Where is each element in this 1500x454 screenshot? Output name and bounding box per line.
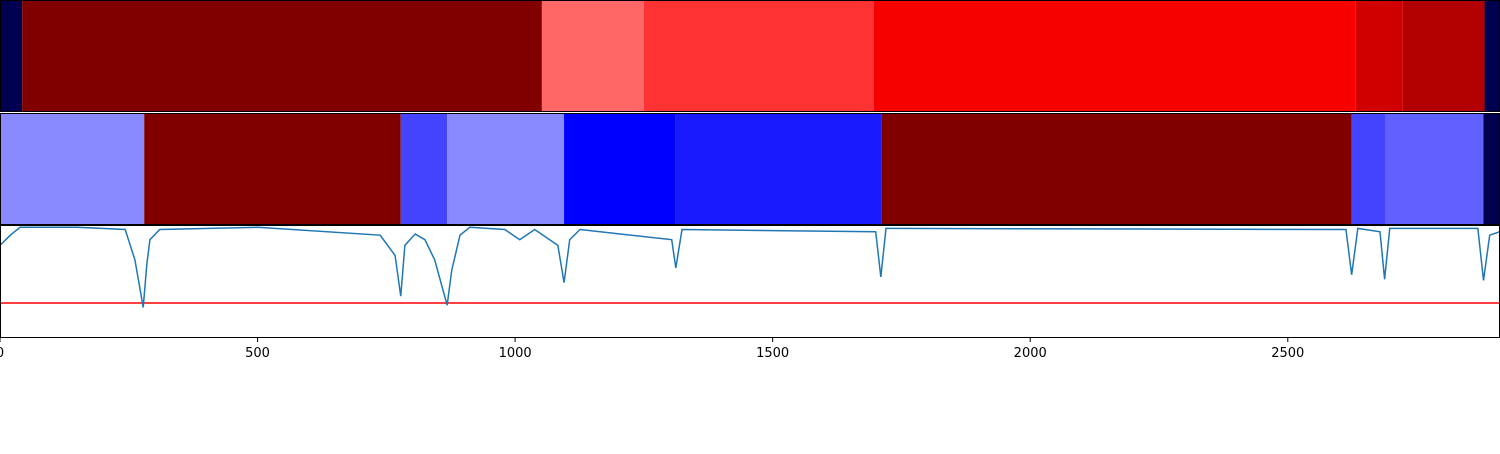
segment xyxy=(873,0,1356,112)
segment xyxy=(447,113,565,225)
segment xyxy=(144,113,401,225)
x-tick-label: 2000 xyxy=(1014,346,1047,361)
signal-line xyxy=(0,226,1500,308)
segment xyxy=(400,113,448,225)
segment xyxy=(1351,113,1386,225)
axes-frame xyxy=(0,225,1500,338)
segment xyxy=(0,0,23,112)
segment xyxy=(1483,113,1500,225)
x-tick-label: 1000 xyxy=(499,346,532,361)
segment xyxy=(0,113,145,225)
x-tick-label: 0 xyxy=(0,346,4,361)
segment xyxy=(541,0,644,112)
segment xyxy=(564,113,676,225)
segment xyxy=(675,113,882,225)
segment xyxy=(643,0,874,112)
segment xyxy=(1355,0,1403,112)
x-tick-label: 500 xyxy=(245,346,270,361)
segment xyxy=(22,0,542,112)
segment xyxy=(1385,113,1484,225)
x-tick-label: 1500 xyxy=(756,346,789,361)
segment xyxy=(1484,0,1500,112)
x-tick-label: 2500 xyxy=(1271,346,1304,361)
segment xyxy=(1402,0,1485,112)
segment xyxy=(881,113,1352,225)
